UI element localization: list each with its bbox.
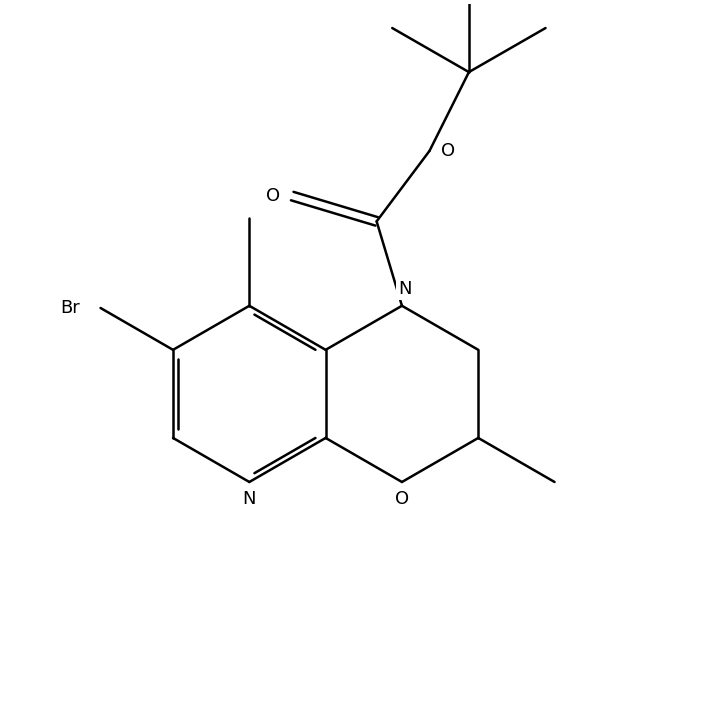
Text: O: O bbox=[442, 142, 456, 160]
Text: O: O bbox=[395, 490, 409, 508]
Text: N: N bbox=[399, 280, 412, 298]
Text: Br: Br bbox=[60, 299, 80, 317]
Text: N: N bbox=[243, 490, 256, 508]
Text: O: O bbox=[266, 187, 280, 205]
